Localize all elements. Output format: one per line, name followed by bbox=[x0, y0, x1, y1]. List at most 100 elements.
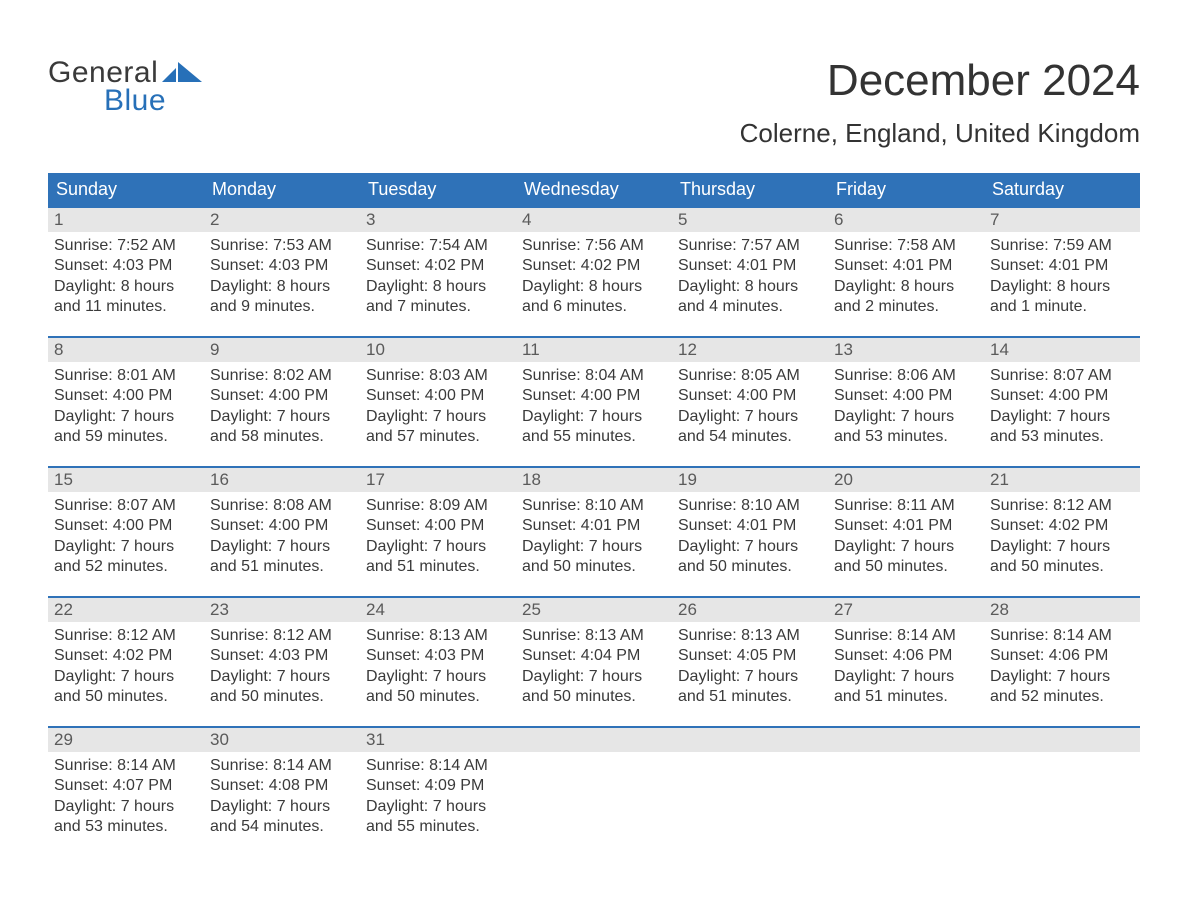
day-dl2: and 11 minutes. bbox=[54, 297, 198, 317]
day-details: Sunrise: 8:09 AMSunset: 4:00 PMDaylight:… bbox=[360, 492, 516, 586]
day-sunrise: Sunrise: 8:13 AM bbox=[366, 626, 510, 646]
day-details: Sunrise: 8:01 AMSunset: 4:00 PMDaylight:… bbox=[48, 362, 204, 456]
day-number: 3 bbox=[360, 208, 516, 232]
day-number: 27 bbox=[828, 598, 984, 622]
day-details: Sunrise: 7:54 AMSunset: 4:02 PMDaylight:… bbox=[360, 232, 516, 326]
day-sunrise: Sunrise: 7:56 AM bbox=[522, 236, 666, 256]
day-details: Sunrise: 8:13 AMSunset: 4:03 PMDaylight:… bbox=[360, 622, 516, 716]
empty-day-bar bbox=[516, 728, 672, 752]
day-dl2: and 50 minutes. bbox=[678, 557, 822, 577]
day-details: Sunrise: 8:14 AMSunset: 4:06 PMDaylight:… bbox=[984, 622, 1140, 716]
day-dl2: and 54 minutes. bbox=[210, 817, 354, 837]
calendar-cell: 28Sunrise: 8:14 AMSunset: 4:06 PMDayligh… bbox=[984, 598, 1140, 726]
day-number: 21 bbox=[984, 468, 1140, 492]
day-number: 4 bbox=[516, 208, 672, 232]
day-sunrise: Sunrise: 8:13 AM bbox=[678, 626, 822, 646]
page-header: General Blue December 2024 Colerne, Engl… bbox=[48, 56, 1140, 149]
day-details: Sunrise: 8:10 AMSunset: 4:01 PMDaylight:… bbox=[516, 492, 672, 586]
calendar-cell: 13Sunrise: 8:06 AMSunset: 4:00 PMDayligh… bbox=[828, 338, 984, 466]
day-sunrise: Sunrise: 8:04 AM bbox=[522, 366, 666, 386]
day-sunrise: Sunrise: 8:08 AM bbox=[210, 496, 354, 516]
day-details: Sunrise: 8:12 AMSunset: 4:02 PMDaylight:… bbox=[48, 622, 204, 716]
day-number: 17 bbox=[360, 468, 516, 492]
day-dl1: Daylight: 7 hours bbox=[54, 537, 198, 557]
calendar-week-row: 22Sunrise: 8:12 AMSunset: 4:02 PMDayligh… bbox=[48, 596, 1140, 726]
day-sunset: Sunset: 4:00 PM bbox=[366, 386, 510, 406]
day-sunset: Sunset: 4:00 PM bbox=[210, 386, 354, 406]
day-dl2: and 1 minute. bbox=[990, 297, 1134, 317]
calendar-cell: 2Sunrise: 7:53 AMSunset: 4:03 PMDaylight… bbox=[204, 208, 360, 336]
day-number: 8 bbox=[48, 338, 204, 362]
day-number: 18 bbox=[516, 468, 672, 492]
day-dl1: Daylight: 7 hours bbox=[210, 537, 354, 557]
day-dl2: and 50 minutes. bbox=[54, 687, 198, 707]
calendar-week-row: 29Sunrise: 8:14 AMSunset: 4:07 PMDayligh… bbox=[48, 726, 1140, 856]
calendar-cell: 4Sunrise: 7:56 AMSunset: 4:02 PMDaylight… bbox=[516, 208, 672, 336]
day-details: Sunrise: 8:08 AMSunset: 4:00 PMDaylight:… bbox=[204, 492, 360, 586]
day-sunrise: Sunrise: 8:12 AM bbox=[990, 496, 1134, 516]
weekday-header: Wednesday bbox=[516, 173, 672, 206]
calendar-cell: 22Sunrise: 8:12 AMSunset: 4:02 PMDayligh… bbox=[48, 598, 204, 726]
calendar-cell bbox=[828, 728, 984, 856]
weekday-header: Sunday bbox=[48, 173, 204, 206]
day-dl1: Daylight: 7 hours bbox=[210, 407, 354, 427]
day-sunrise: Sunrise: 8:11 AM bbox=[834, 496, 978, 516]
day-sunset: Sunset: 4:01 PM bbox=[678, 256, 822, 276]
day-number: 15 bbox=[48, 468, 204, 492]
calendar-cell: 15Sunrise: 8:07 AMSunset: 4:00 PMDayligh… bbox=[48, 468, 204, 596]
day-details: Sunrise: 7:59 AMSunset: 4:01 PMDaylight:… bbox=[984, 232, 1140, 326]
day-sunrise: Sunrise: 8:13 AM bbox=[522, 626, 666, 646]
calendar-cell: 30Sunrise: 8:14 AMSunset: 4:08 PMDayligh… bbox=[204, 728, 360, 856]
day-dl1: Daylight: 7 hours bbox=[834, 407, 978, 427]
day-sunrise: Sunrise: 8:07 AM bbox=[990, 366, 1134, 386]
day-dl2: and 52 minutes. bbox=[990, 687, 1134, 707]
day-dl1: Daylight: 7 hours bbox=[210, 797, 354, 817]
day-dl1: Daylight: 7 hours bbox=[366, 537, 510, 557]
day-sunset: Sunset: 4:03 PM bbox=[210, 256, 354, 276]
day-number: 1 bbox=[48, 208, 204, 232]
title-block: December 2024 Colerne, England, United K… bbox=[740, 56, 1140, 149]
month-title: December 2024 bbox=[740, 56, 1140, 106]
day-sunrise: Sunrise: 8:01 AM bbox=[54, 366, 198, 386]
day-details: Sunrise: 8:04 AMSunset: 4:00 PMDaylight:… bbox=[516, 362, 672, 456]
day-sunrise: Sunrise: 8:06 AM bbox=[834, 366, 978, 386]
empty-day-bar bbox=[984, 728, 1140, 752]
day-sunrise: Sunrise: 8:14 AM bbox=[54, 756, 198, 776]
calendar-cell: 10Sunrise: 8:03 AMSunset: 4:00 PMDayligh… bbox=[360, 338, 516, 466]
day-dl1: Daylight: 7 hours bbox=[54, 797, 198, 817]
day-sunrise: Sunrise: 8:05 AM bbox=[678, 366, 822, 386]
calendar-cell: 12Sunrise: 8:05 AMSunset: 4:00 PMDayligh… bbox=[672, 338, 828, 466]
calendar-cell: 9Sunrise: 8:02 AMSunset: 4:00 PMDaylight… bbox=[204, 338, 360, 466]
calendar-header-row: Sunday Monday Tuesday Wednesday Thursday… bbox=[48, 173, 1140, 206]
location-label: Colerne, England, United Kingdom bbox=[740, 118, 1140, 149]
day-sunrise: Sunrise: 8:10 AM bbox=[678, 496, 822, 516]
day-dl1: Daylight: 7 hours bbox=[678, 537, 822, 557]
day-dl2: and 50 minutes. bbox=[366, 687, 510, 707]
day-sunset: Sunset: 4:04 PM bbox=[522, 646, 666, 666]
day-number: 19 bbox=[672, 468, 828, 492]
day-dl2: and 54 minutes. bbox=[678, 427, 822, 447]
day-sunrise: Sunrise: 8:12 AM bbox=[210, 626, 354, 646]
day-dl1: Daylight: 8 hours bbox=[522, 277, 666, 297]
calendar-cell: 18Sunrise: 8:10 AMSunset: 4:01 PMDayligh… bbox=[516, 468, 672, 596]
day-details: Sunrise: 8:03 AMSunset: 4:00 PMDaylight:… bbox=[360, 362, 516, 456]
day-number: 6 bbox=[828, 208, 984, 232]
day-sunset: Sunset: 4:03 PM bbox=[210, 646, 354, 666]
day-dl1: Daylight: 7 hours bbox=[54, 667, 198, 687]
calendar-cell: 16Sunrise: 8:08 AMSunset: 4:00 PMDayligh… bbox=[204, 468, 360, 596]
day-sunset: Sunset: 4:00 PM bbox=[210, 516, 354, 536]
day-sunset: Sunset: 4:00 PM bbox=[366, 516, 510, 536]
day-sunrise: Sunrise: 7:57 AM bbox=[678, 236, 822, 256]
day-sunset: Sunset: 4:03 PM bbox=[366, 646, 510, 666]
day-dl1: Daylight: 7 hours bbox=[834, 537, 978, 557]
day-sunset: Sunset: 4:01 PM bbox=[990, 256, 1134, 276]
day-details: Sunrise: 7:52 AMSunset: 4:03 PMDaylight:… bbox=[48, 232, 204, 326]
day-number: 31 bbox=[360, 728, 516, 752]
day-details: Sunrise: 8:13 AMSunset: 4:04 PMDaylight:… bbox=[516, 622, 672, 716]
calendar-cell: 7Sunrise: 7:59 AMSunset: 4:01 PMDaylight… bbox=[984, 208, 1140, 336]
day-details: Sunrise: 8:11 AMSunset: 4:01 PMDaylight:… bbox=[828, 492, 984, 586]
day-number: 20 bbox=[828, 468, 984, 492]
calendar-cell bbox=[516, 728, 672, 856]
weekday-header: Friday bbox=[828, 173, 984, 206]
day-sunrise: Sunrise: 8:14 AM bbox=[834, 626, 978, 646]
